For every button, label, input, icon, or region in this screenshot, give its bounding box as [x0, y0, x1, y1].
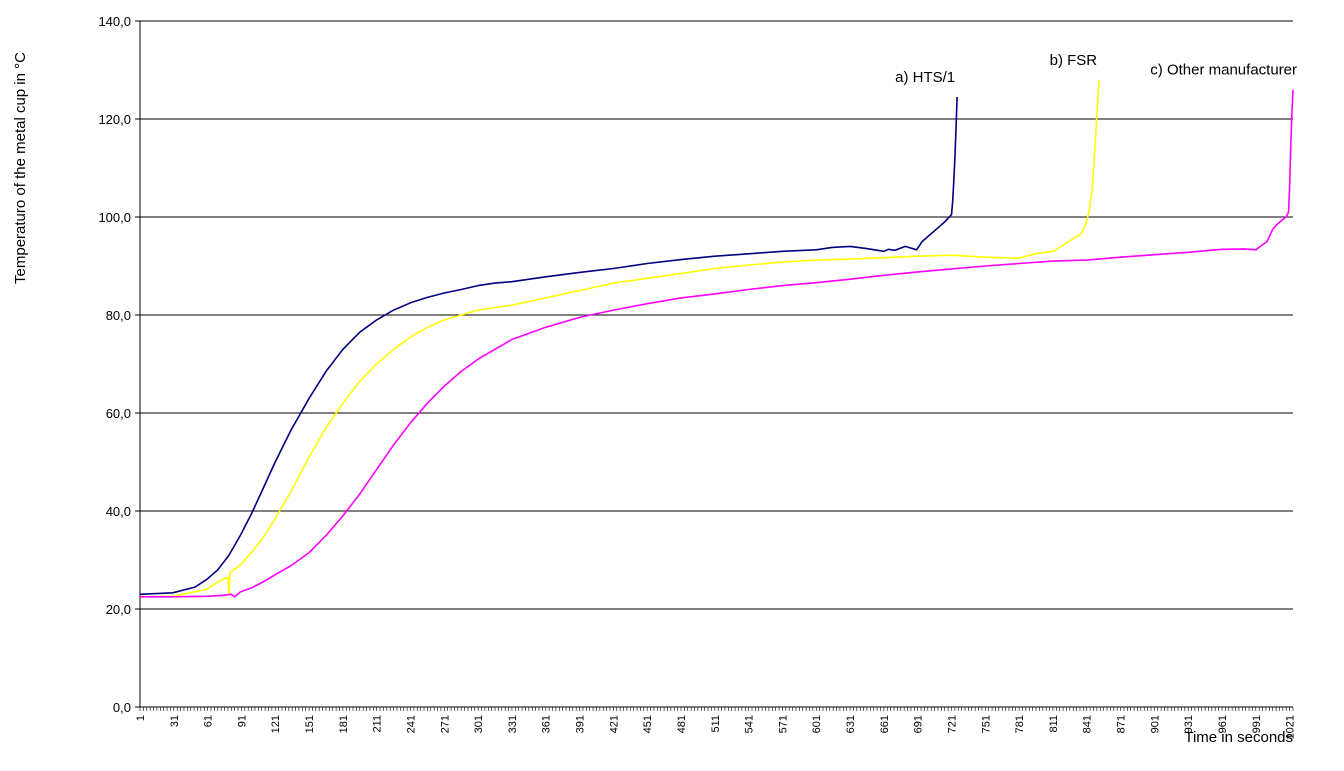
x-tick-label: 181: [338, 715, 350, 733]
x-tick-label: 361: [541, 715, 553, 733]
y-tick-label: 20,0: [106, 602, 131, 617]
x-tick-label: 31: [169, 715, 181, 727]
x-tick-label: 121: [270, 715, 282, 733]
x-tick-label: 571: [777, 715, 789, 733]
x-tick-label: 391: [575, 715, 587, 733]
x-tick-label: 721: [946, 715, 958, 733]
gridlines: [140, 20, 1293, 610]
series-label-2: b) FSR: [1050, 52, 1098, 69]
series-line-1: [139, 96, 958, 596]
x-tick-label: 871: [1116, 715, 1128, 733]
y-tick-label: 120,0: [98, 112, 131, 127]
x-tick-label: 781: [1014, 715, 1026, 733]
x-tick-label: 481: [676, 715, 688, 733]
x-tick-label: 271: [439, 715, 451, 733]
x-tick-label: 541: [744, 715, 756, 733]
x-tick-label: 331: [507, 715, 519, 733]
x-tick-label: 511: [710, 715, 722, 733]
x-tick-label: 991: [1251, 715, 1263, 733]
series-line-3: [140, 89, 1294, 598]
x-tick-label: 961: [1217, 715, 1229, 733]
x-tick-label: 661: [879, 715, 891, 733]
x-tick-label: 901: [1149, 715, 1161, 733]
series-lines: [139, 79, 1294, 598]
x-tick-label: 751: [980, 715, 992, 733]
series-line-2: [139, 79, 1100, 598]
y-tick-label: 100,0: [98, 210, 131, 225]
x-tick-label: 241: [405, 715, 417, 733]
x-tick-label: 1: [135, 715, 147, 721]
x-tick-label: 211: [372, 715, 384, 733]
y-tick-label: 0,0: [113, 700, 131, 715]
x-tick-label: 841: [1082, 715, 1094, 733]
series-label-1: a) HTS/1: [895, 69, 955, 86]
x-axis-title: Time in seconds: [1184, 729, 1293, 746]
x-tick-label: 61: [203, 715, 215, 727]
axes: 0,0 20,0 40,0 60,0 80,0 100,0 120,0 140,0 1 31 61 9…: [98, 14, 1296, 739]
y-tick-label: 80,0: [106, 308, 131, 323]
x-tick-label: 691: [913, 715, 925, 733]
series-labels: a) HTS/1 b) FSR c) Other manufacturer: [895, 52, 1297, 86]
x-tick-label: 631: [845, 715, 857, 733]
x-tick-label: 151: [304, 715, 316, 733]
x-tick-label: 1021: [1285, 715, 1297, 739]
x-tick-label: 421: [608, 715, 620, 733]
x-tick-label: 451: [642, 715, 654, 733]
y-tick-label: 140,0: [98, 14, 131, 29]
y-tick-label: 60,0: [106, 406, 131, 421]
x-tick-label: 301: [473, 715, 485, 733]
y-axis-title: Temperaturo of the metal cup in °C: [12, 52, 29, 284]
y-tick-label: 40,0: [106, 504, 131, 519]
x-tick-label: 601: [811, 715, 823, 733]
series-label-3: c) Other manufacturer: [1150, 62, 1297, 79]
x-tick-label: 811: [1048, 715, 1060, 733]
x-tick-label: 91: [236, 715, 248, 727]
x-tick-label: 931: [1183, 715, 1195, 733]
